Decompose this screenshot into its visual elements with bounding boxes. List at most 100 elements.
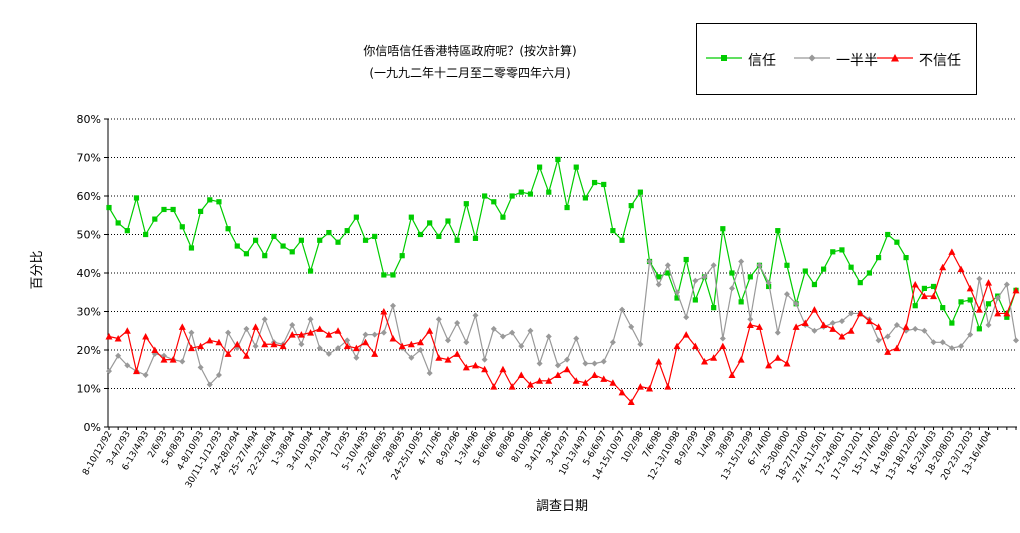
data-point	[252, 323, 260, 330]
data-point	[509, 329, 516, 336]
data-point	[188, 245, 195, 251]
data-point	[408, 354, 415, 361]
data-point	[288, 331, 296, 338]
data-point	[802, 268, 808, 274]
data-point	[610, 228, 616, 234]
data-point	[142, 333, 150, 340]
data-point	[233, 340, 241, 348]
data-point	[948, 345, 955, 352]
data-point	[334, 327, 342, 334]
data-point	[582, 360, 589, 367]
y-tick-label: 70%	[77, 152, 101, 165]
data-point	[801, 319, 809, 327]
data-point	[454, 320, 461, 327]
data-point	[865, 317, 873, 325]
data-point	[582, 195, 589, 201]
data-point	[728, 285, 735, 292]
data-point	[353, 214, 359, 220]
data-point	[271, 233, 277, 240]
legend-label-trust: 信任	[748, 53, 776, 69]
data-point	[407, 340, 415, 348]
data-point	[949, 320, 955, 326]
data-point	[967, 331, 974, 338]
data-point	[710, 354, 718, 361]
data-point	[1003, 281, 1010, 288]
data-point	[912, 325, 919, 332]
data-point	[389, 334, 397, 342]
data-point	[902, 323, 910, 330]
data-point	[646, 385, 654, 392]
data-point	[106, 204, 112, 211]
data-point	[206, 336, 214, 344]
legend-diamond-marker-icon	[794, 54, 830, 62]
data-point	[976, 326, 982, 332]
data-point	[711, 305, 717, 311]
data-point	[683, 314, 690, 321]
data-point	[784, 262, 790, 268]
data-point	[894, 239, 900, 245]
data-point	[591, 371, 599, 379]
data-point	[930, 283, 937, 290]
legend-label-distrust: 不信任	[919, 53, 961, 69]
data-point	[115, 220, 121, 226]
data-point	[161, 206, 167, 213]
series-distrust	[105, 248, 1020, 405]
data-point	[957, 265, 965, 273]
data-point	[105, 333, 113, 340]
data-point	[1003, 309, 1011, 317]
data-point	[381, 272, 387, 278]
data-point	[665, 270, 671, 276]
data-point	[737, 356, 745, 363]
data-point	[1012, 286, 1020, 294]
series-line	[108, 159, 1017, 331]
data-point	[207, 197, 213, 203]
data-point	[655, 281, 662, 288]
data-point	[628, 203, 634, 209]
series-line	[108, 250, 1017, 403]
data-point	[206, 381, 213, 388]
data-point	[627, 398, 635, 405]
data-point	[188, 329, 195, 336]
data-point	[903, 255, 909, 261]
series-trust	[106, 156, 1019, 332]
data-point	[581, 379, 589, 386]
data-point	[948, 248, 956, 255]
data-point	[353, 354, 360, 361]
data-point	[738, 299, 744, 305]
data-point	[509, 193, 515, 199]
data-point	[829, 320, 836, 327]
data-point	[765, 279, 772, 286]
data-point	[133, 195, 140, 201]
data-point	[765, 361, 773, 369]
data-point	[554, 362, 561, 369]
data-point	[270, 340, 278, 348]
data-point	[747, 274, 753, 280]
data-point	[792, 323, 800, 330]
data-point	[720, 226, 726, 232]
data-point	[637, 189, 643, 195]
data-point	[517, 371, 525, 379]
data-point	[940, 305, 946, 311]
data-point	[793, 300, 800, 307]
data-point	[335, 239, 341, 245]
data-point	[728, 371, 736, 379]
data-point	[472, 235, 479, 241]
data-point	[958, 343, 965, 350]
data-point	[279, 342, 287, 350]
data-point	[912, 303, 918, 309]
data-point	[985, 321, 992, 328]
data-point	[783, 359, 791, 367]
data-point	[848, 264, 854, 270]
data-point	[820, 321, 828, 328]
data-point	[875, 337, 882, 344]
data-point	[866, 270, 873, 276]
data-point	[839, 247, 845, 253]
legend-label-half: 一半半	[836, 53, 878, 69]
data-point	[508, 383, 516, 390]
data-point	[417, 347, 424, 353]
data-point	[326, 229, 332, 236]
data-point	[463, 339, 470, 346]
series-half	[106, 258, 1019, 388]
data-point	[994, 309, 1002, 317]
data-point	[747, 316, 754, 323]
